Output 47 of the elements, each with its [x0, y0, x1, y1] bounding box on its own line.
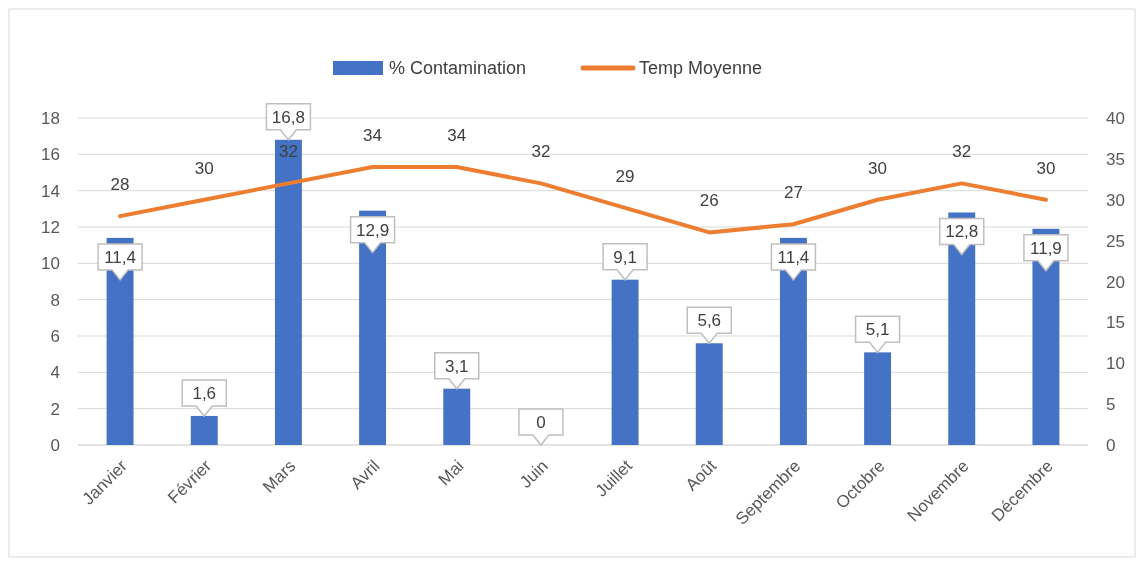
y2-tick-label: 20	[1106, 272, 1125, 292]
data-label: 5,6	[697, 311, 722, 331]
y2-tick-label: 25	[1106, 231, 1125, 251]
data-label: 27	[783, 183, 803, 203]
data-label: 12,9	[356, 220, 390, 240]
data-label: 16,8	[271, 107, 305, 127]
data-label: 3,1	[444, 356, 469, 376]
data-label: 34	[447, 126, 467, 146]
data-label: 32	[952, 142, 972, 162]
y2-tick-label: 15	[1106, 313, 1125, 333]
y-tick-label: 14	[41, 181, 60, 201]
data-label: 30	[194, 158, 214, 178]
data-label: 30	[868, 158, 888, 178]
data-label: 26	[699, 191, 719, 211]
data-label: 34	[363, 126, 383, 146]
y-tick-label: 4	[50, 363, 60, 383]
y-tick-label: 12	[41, 218, 60, 237]
data-label: 1,6	[192, 383, 217, 403]
y2-tick-label: 0	[1106, 436, 1116, 455]
y2-tick-label: 30	[1106, 190, 1125, 210]
data-label: 5,1	[865, 320, 890, 340]
y2-tick-label: 10	[1106, 354, 1125, 374]
legend-label: Temp Moyenne	[639, 58, 763, 78]
y-tick-label: 10	[41, 254, 60, 274]
data-label: 32	[278, 142, 298, 162]
legend-label: % Contamination	[389, 58, 527, 78]
y-tick-label: 16	[41, 145, 60, 165]
y2-tick-label: 35	[1106, 149, 1125, 169]
y-tick-label: 0	[50, 436, 60, 455]
data-label: 0	[536, 413, 546, 432]
data-label: 29	[615, 166, 635, 186]
data-label: 9,1	[613, 247, 637, 267]
data-label: 12,8	[945, 222, 979, 242]
data-label: 11,9	[1030, 238, 1062, 258]
y-tick-label: 2	[50, 399, 60, 419]
data-label: 32	[531, 142, 551, 162]
y-tick-label: 6	[50, 327, 60, 346]
data-label: 11,4	[104, 247, 136, 267]
data-label: 11,4	[777, 247, 810, 267]
data-label: 28	[110, 175, 130, 195]
y2-tick-label: 40	[1106, 109, 1125, 128]
data-label: 30	[1036, 158, 1056, 178]
x-tick-label: Juin	[516, 456, 552, 492]
x-tick-label: Mai	[434, 456, 468, 490]
y-tick-label: 8	[50, 290, 60, 310]
y2-tick-label: 5	[1106, 395, 1116, 415]
y-tick-label: 18	[41, 109, 60, 128]
